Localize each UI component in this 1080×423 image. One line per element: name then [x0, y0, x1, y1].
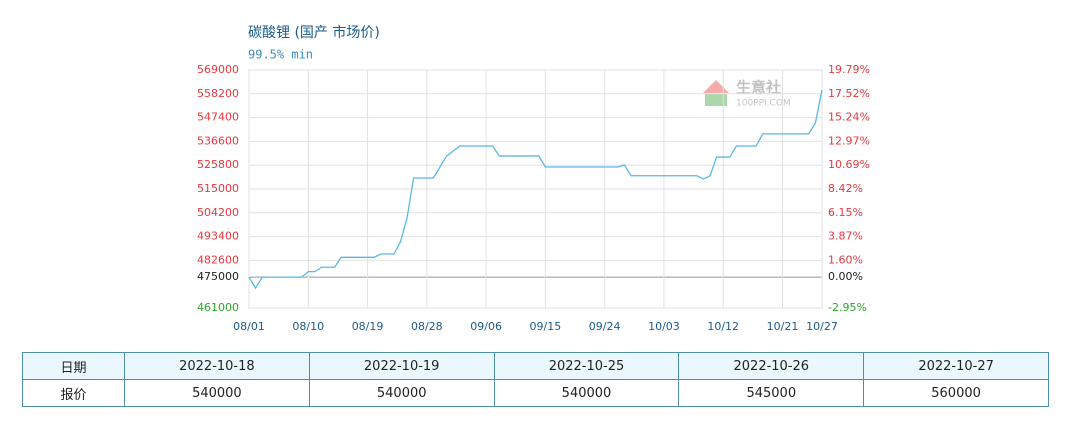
cell: 540000 — [308, 379, 495, 407]
y-tick-label: 461000 — [197, 301, 239, 314]
x-tick-label: 09/24 — [589, 320, 621, 333]
table-row: 报价 540000 540000 540000 545000 560000 — [22, 379, 1049, 407]
y-tick-label: 504200 — [197, 206, 239, 219]
y2-tick-label: 8.42% — [828, 182, 863, 195]
x-tick-label: 08/28 — [411, 320, 443, 333]
watermark: 生意社 — [736, 79, 781, 97]
y2-tick-label: 15.24% — [828, 111, 870, 124]
cell: 2022-10-18 — [124, 352, 310, 380]
cell: 2022-10-19 — [308, 352, 495, 380]
cell: 2022-10-25 — [493, 352, 680, 380]
y-tick-label: 493400 — [197, 230, 239, 243]
y-tick-label: 558200 — [197, 87, 239, 100]
cell: 日期 — [22, 352, 125, 380]
y-tick-label: 475000 — [197, 270, 239, 283]
y-tick-label: 547400 — [197, 111, 239, 124]
y2-tick-label: 1.60% — [828, 253, 863, 266]
x-tick-label: 10/12 — [707, 320, 739, 333]
y-tick-label: 515000 — [197, 182, 239, 195]
chart-title: 碳酸锂 (国产 市场价) — [248, 24, 380, 41]
cell: 545000 — [678, 379, 865, 407]
x-tick-label: 09/15 — [530, 320, 562, 333]
cell: 2022-10-26 — [678, 352, 865, 380]
watermark: 100PPI.COM — [736, 99, 791, 109]
chart: 碳酸锂 (国产 市场价) 99.5% min 生意社 100PPI.COM 56… — [197, 24, 870, 333]
y2-tick-label: 19.79% — [828, 63, 870, 76]
y-tick-label: 525800 — [197, 158, 239, 171]
price-line — [248, 89, 823, 290]
x-tick-label: 10/03 — [648, 320, 680, 333]
y-tick-label: 536600 — [197, 134, 239, 147]
y2-tick-label: 3.87% — [828, 230, 863, 243]
y2-tick-label: 0.00% — [828, 270, 863, 283]
cell: 560000 — [863, 379, 1049, 407]
chart-subtitle: 99.5% min — [248, 48, 313, 62]
x-tick-label: 08/01 — [233, 320, 265, 333]
x-tick-label: 10/21 — [767, 320, 799, 333]
cell: 540000 — [493, 379, 680, 407]
y-tick-label: 569000 — [197, 63, 239, 76]
y2-tick-label: -2.95% — [828, 301, 867, 314]
x-tick-label: 10/27 — [806, 320, 838, 333]
y2-tick-label: 10.69% — [828, 158, 870, 171]
cell: 540000 — [124, 379, 310, 407]
x-tick-label: 08/19 — [352, 320, 384, 333]
x-tick-label: 09/06 — [470, 320, 502, 333]
cell: 报价 — [22, 379, 125, 407]
y2-tick-label: 6.15% — [828, 206, 863, 219]
y2-tick-label: 12.97% — [828, 134, 870, 147]
table-header: 日期 2022-10-18 2022-10-19 2022-10-25 2022… — [22, 352, 1049, 380]
x-tick-label: 08/10 — [292, 320, 324, 333]
watermark-icon — [703, 80, 729, 106]
y2-tick-label: 17.52% — [828, 87, 870, 100]
y-tick-label: 482600 — [197, 253, 239, 266]
cell: 2022-10-27 — [863, 352, 1049, 380]
price-table: 日期 2022-10-18 2022-10-19 2022-10-25 2022… — [22, 352, 1049, 407]
